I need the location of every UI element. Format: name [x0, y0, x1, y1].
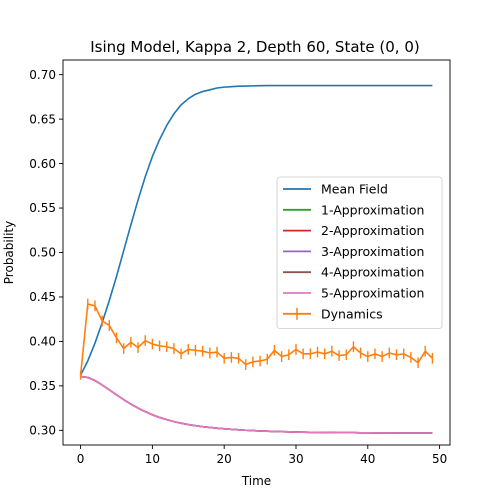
y-tick-label: 0.65: [29, 112, 56, 126]
legend-item-3-approximation: 3-Approximation: [283, 244, 424, 259]
y-tick-label: 0.70: [29, 68, 56, 82]
series-line-5-approximation: [80, 375, 433, 434]
series-mean-field: [79, 84, 433, 376]
x-tick-label: 30: [288, 452, 303, 466]
legend-label: 4-Approximation: [321, 265, 424, 280]
x-axis-label: Time: [241, 474, 271, 488]
chart-title: Ising Model, Kappa 2, Depth 60, State (0…: [90, 38, 420, 56]
legend-item-1-approximation: 1-Approximation: [283, 202, 424, 217]
legend-label: 1-Approximation: [321, 202, 424, 217]
legend-box: [276, 176, 443, 330]
legend-label: Mean Field: [321, 182, 388, 197]
y-axis: 0.30 0.35 0.40 0.45 0.50 0.55 0.60 0.65 0.70: [29, 68, 63, 438]
legend-item-mean-field: Mean Field: [283, 182, 388, 197]
legend: Mean Field 1-Approximation 2-Approximation…: [276, 176, 443, 330]
legend-label: Dynamics: [321, 306, 383, 321]
legend-label: 3-Approximation: [321, 244, 424, 259]
plot-area: [79, 84, 434, 434]
x-tick-label: 20: [217, 452, 232, 466]
legend-label: 5-Approximation: [321, 286, 424, 301]
y-axis-label: Probability: [2, 221, 16, 284]
series-dynamics: [79, 298, 434, 380]
y-tick-label: 0.55: [29, 201, 56, 215]
series-5-approximation: [80, 375, 433, 434]
y-tick-label: 0.60: [29, 157, 56, 171]
y-tick-label: 0.40: [29, 335, 56, 349]
series-line-mean-field: [79, 84, 433, 376]
y-tick-label: 0.30: [29, 424, 56, 438]
x-tick-label: 40: [360, 452, 375, 466]
series-line-dynamics: [79, 303, 433, 376]
legend-item-dynamics: Dynamics: [283, 306, 383, 321]
x-tick-label: 10: [145, 452, 160, 466]
legend-item-4-approximation: 4-Approximation: [283, 265, 424, 280]
x-tick-label: 50: [432, 452, 447, 466]
y-tick-label: 0.35: [29, 379, 56, 393]
y-tick-label: 0.50: [29, 246, 56, 260]
x-tick-label: 0: [77, 452, 85, 466]
y-tick-label: 0.45: [29, 290, 56, 304]
x-axis: 0 10 20 30 40 50: [77, 445, 447, 466]
legend-item-2-approximation: 2-Approximation: [283, 223, 424, 238]
legend-label: 2-Approximation: [321, 223, 424, 238]
legend-item-5-approximation: 5-Approximation: [283, 286, 424, 301]
